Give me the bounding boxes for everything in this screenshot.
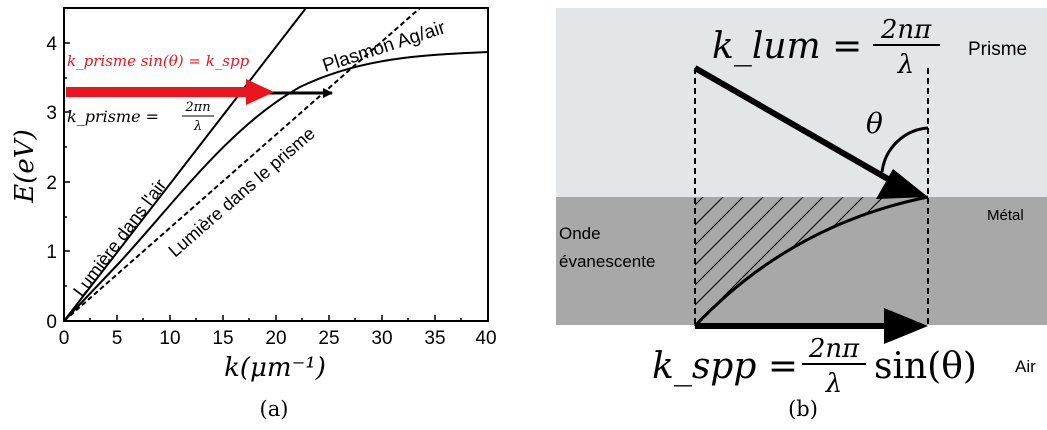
x-tick-label: 15: [212, 328, 233, 349]
y-axis-title: E(eV): [10, 129, 40, 203]
k-lum-fraction-num: 2nπ: [880, 15, 932, 45]
light-prism-label: Lumière dans le prisme: [165, 123, 319, 261]
k-prism-equation: k_prisme =: [67, 107, 159, 126]
caption-b: (b): [788, 397, 818, 421]
k-lum-equation: k_lum =: [712, 26, 862, 67]
red-k-bar: [66, 87, 248, 97]
y-axis-ticks: [64, 42, 70, 287]
y-tick-label: 0: [46, 312, 57, 333]
theta-label: θ: [866, 107, 883, 140]
k-lum-arrowhead: [876, 169, 928, 199]
theta-arc: [880, 126, 929, 173]
x-tick-label: 30: [371, 328, 392, 349]
x-tick-label: 20: [265, 328, 286, 349]
k-lum-fraction-den: λ: [897, 50, 914, 80]
x-tick-label: 25: [318, 328, 339, 349]
x-tick-label: 10: [159, 328, 180, 349]
y-tick-label: 1: [46, 242, 57, 263]
x-axis-title: k(μm⁻¹): [224, 353, 326, 383]
x-tick-label: 5: [112, 328, 123, 349]
k-spp-sin-theta: sin(θ): [874, 346, 977, 387]
plasmon-label: Plasmon Ag/air: [320, 17, 449, 77]
k-prism-fraction-num: 2πn: [184, 100, 210, 115]
evanescent-curve: [693, 195, 929, 328]
x-tick-label: 35: [424, 328, 445, 349]
onde-label: Onde: [559, 224, 601, 243]
x-axis-ticks: [63, 315, 462, 321]
k-prism-fraction-den: λ: [193, 119, 202, 134]
k-lum-arrow: [693, 65, 897, 186]
k-spp-arrowhead: [884, 308, 928, 344]
air-label: Air: [1015, 357, 1036, 376]
plasmon-curve: [64, 51, 488, 321]
light-air-line: [64, 8, 307, 321]
y-tick-label: 3: [46, 103, 57, 124]
metal-label: Métal: [987, 207, 1024, 224]
k-spp-equation: k_spp =: [652, 346, 798, 387]
light-air-label: Lumière dans l'air: [69, 175, 170, 300]
y-tick-label: 4: [46, 34, 57, 55]
evanescente-label: évanescente: [559, 252, 655, 271]
y-tick-label: 2: [46, 173, 57, 194]
prism-region: [556, 8, 1047, 197]
prisme-label: Prisme: [968, 39, 1027, 60]
red-arrowhead: [246, 79, 274, 105]
k-spp-fraction-num: 2nπ: [808, 334, 860, 364]
k-spp-fraction-den: λ: [825, 369, 842, 399]
panel-a-chart: 0 5 10 15 20 25 30 35 40 0 1 2 3 4 E(eV)…: [10, 7, 497, 421]
x-tick-label: 40: [475, 328, 496, 349]
red-equation: k_prisme sin(θ) = k_spp: [67, 52, 250, 70]
panel-b-diagram: Prisme Métal Air Onde évanescente θ k_lu…: [556, 8, 1047, 421]
light-prism-line: [64, 8, 421, 321]
x-tick-label: 0: [59, 328, 70, 349]
caption-a: (a): [260, 397, 289, 421]
